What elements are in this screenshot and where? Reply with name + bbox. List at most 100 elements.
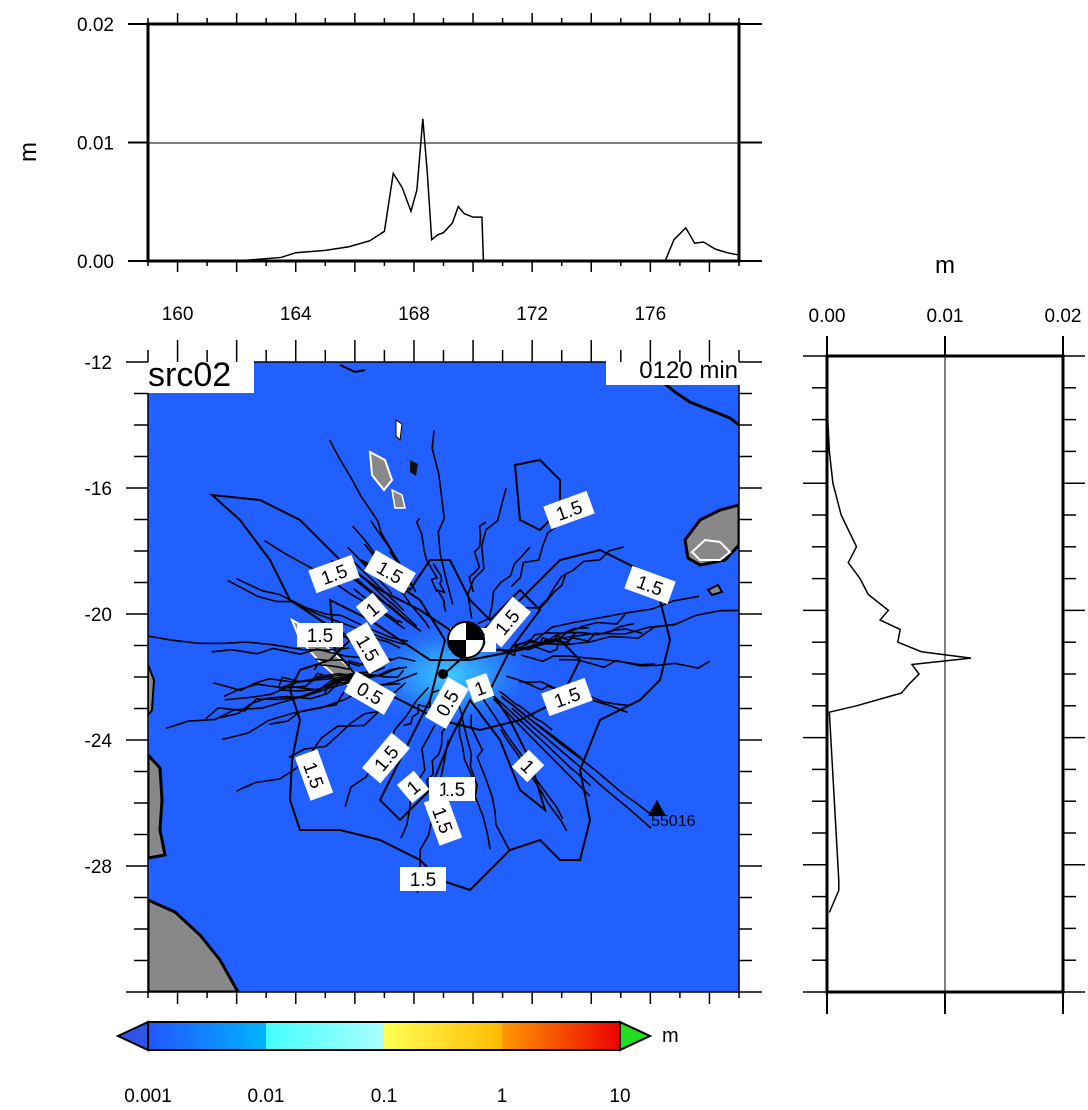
land-vanuatu-north	[368, 450, 394, 492]
land-vanuatu-islet-a	[391, 488, 406, 509]
contour-ray	[500, 728, 568, 832]
contour-ray	[530, 622, 635, 644]
colorbar-segment-4	[502, 1022, 620, 1050]
contour-ray	[537, 546, 624, 609]
svg-text:1.5: 1.5	[410, 870, 436, 891]
contour-ray	[461, 719, 491, 850]
coastline-northeast	[659, 378, 739, 427]
contour-ray	[431, 430, 454, 605]
svg-text:1.5: 1.5	[307, 626, 333, 647]
time-label-box	[606, 355, 740, 385]
map-lat-tick-label: -28	[85, 857, 112, 878]
contour-ray	[221, 672, 418, 741]
source-beachball	[438, 621, 485, 679]
right-x-ticks: 0.00 0.01 0.02	[809, 306, 1082, 1014]
map-lat-tick-label: -16	[85, 479, 112, 500]
colorbar-over-arrow	[619, 1020, 653, 1052]
colorbar-segment-2	[266, 1022, 384, 1050]
top-ylabel: m	[15, 142, 42, 162]
contour-ray	[558, 658, 711, 669]
contour-ray	[415, 517, 439, 593]
right-x-tick-label: 0.01	[927, 306, 964, 327]
top-x-ticks: 160 164 168 172 176	[147, 13, 740, 325]
right-xlabel: m	[935, 252, 955, 279]
station-marker-icon	[648, 800, 666, 816]
contour-ray	[278, 671, 373, 688]
map-title: src02	[148, 356, 231, 394]
contour-ray	[165, 681, 353, 730]
right-x-tick-label: 0.02	[1045, 306, 1082, 327]
contour-ray	[493, 698, 591, 797]
land-western-coast	[148, 752, 167, 860]
contour-ray	[549, 628, 643, 645]
contour-ray	[236, 577, 409, 643]
right-panel: m 0.00 0.01 0.02	[803, 252, 1085, 1014]
colorbar-tick-label: 0.001	[124, 1086, 172, 1107]
contour-ray	[497, 640, 570, 657]
land-islet-c	[395, 419, 403, 442]
top-y-ticks: 0.00 0.01 0.02	[77, 15, 762, 273]
land-new-caledonia	[148, 898, 240, 992]
map-lon-ticks	[147, 340, 740, 1004]
contour-ray	[432, 563, 447, 612]
land-west-islet	[148, 664, 156, 717]
top-y-tick-label: 0.00	[77, 252, 114, 273]
top-x-tick-label: 172	[516, 304, 548, 325]
top-x-tick-label: 168	[398, 304, 430, 325]
top-panel: 0.00 0.01 0.02 160 164 168 172 176 m	[15, 13, 762, 325]
map-panel: 1.51.51.51.511.51.510.50.51 1.51.51.51.5 1…	[85, 340, 762, 1004]
top-x-tick-label: 164	[280, 304, 312, 325]
contour-ray	[349, 558, 405, 611]
contour-ray	[148, 635, 350, 652]
land-vanuatu-islet-b	[410, 460, 418, 476]
contour-ray	[468, 521, 487, 593]
colorbar-segment-1	[148, 1022, 266, 1050]
land-fiji	[683, 503, 739, 567]
colorbar-under-arrow	[115, 1020, 149, 1052]
contour-ray	[501, 696, 583, 760]
map-lat-tick-label: -24	[85, 731, 113, 752]
top-y-tick-label: 0.01	[77, 134, 114, 155]
top-series-line	[148, 118, 740, 262]
colorbar-unit: m	[662, 1025, 679, 1047]
map-lat-tick-label: -20	[85, 605, 112, 626]
contour-ray	[477, 546, 531, 625]
contour-ray	[543, 609, 739, 642]
contour-ray	[403, 689, 440, 727]
right-y-ticks	[803, 355, 1085, 993]
colorbar-segment-3	[384, 1022, 502, 1050]
station-label: 55016	[651, 813, 696, 830]
contour-label: 1.5	[429, 777, 475, 801]
colorbar-tick-label: 0.01	[248, 1086, 285, 1107]
map-lat-ticks: -12 -16 -20 -24 -28	[85, 353, 762, 993]
map-lat-tick-label: -12	[85, 353, 112, 374]
coastline-north-islet	[339, 364, 366, 374]
contour-ray	[467, 487, 507, 619]
right-x-tick-label: 0.00	[809, 306, 846, 327]
contour-ray	[511, 707, 652, 829]
contour-ray	[213, 674, 366, 692]
colorbar: m 0.001 0.01 0.1 1 10	[115, 1020, 679, 1107]
colorbar-tick-label: 0.1	[371, 1086, 397, 1107]
contour-label: 1	[465, 672, 495, 704]
contour-ray	[470, 714, 511, 851]
contour-ray	[227, 579, 405, 646]
contour-label: 1.5	[400, 867, 446, 891]
contour-ray	[482, 686, 592, 787]
time-label: 0120 min	[639, 357, 738, 384]
contour-label: 1	[355, 592, 389, 626]
top-x-tick-label: 176	[634, 304, 666, 325]
contour-inner-rays	[359, 559, 547, 822]
top-y-tick-label: 0.02	[77, 15, 114, 36]
contour-ray	[498, 690, 553, 731]
colorbar-ticks: 0.001 0.01 0.1 1 10	[124, 1086, 630, 1107]
right-series-line	[826, 403, 972, 913]
land-fiji-outline	[690, 538, 732, 561]
contour-label: 1	[396, 770, 430, 804]
top-x-tick-label: 160	[162, 304, 194, 325]
contour-ray	[205, 676, 352, 720]
contour-ray	[491, 623, 678, 651]
land-fiji-islet	[706, 583, 724, 597]
contour-label: 1	[511, 749, 545, 783]
